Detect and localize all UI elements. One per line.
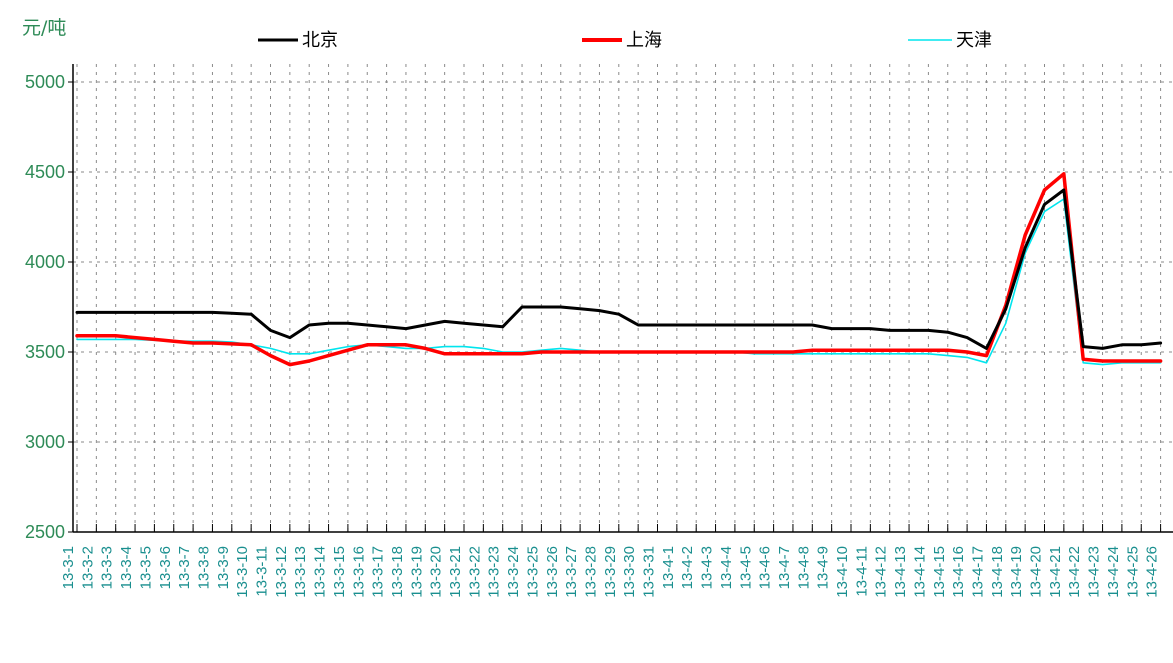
x-tick-label: 13-3-9 (215, 546, 232, 589)
legend-label: 天津 (956, 30, 992, 51)
x-tick-label: 13-4-22 (1066, 546, 1083, 598)
x-tick-label: 13-4-23 (1086, 546, 1103, 598)
x-tick-label: 13-4-3 (699, 546, 716, 589)
x-tick-label: 13-4-6 (757, 546, 774, 589)
x-tick-label: 13-4-4 (718, 546, 735, 589)
x-tick-label: 13-4-25 (1124, 546, 1141, 598)
series-line-1 (75, 188, 1163, 350)
x-tick-label: 13-4-9 (815, 546, 832, 589)
x-tick-label: 13-4-5 (737, 546, 754, 589)
grid (73, 64, 1173, 532)
x-tick-label: 13-3-22 (466, 546, 483, 598)
x-tick-label: 13-3-7 (176, 546, 193, 589)
x-tick-label: 13-3-8 (195, 546, 212, 589)
y-tick-label: 5000 (25, 72, 65, 92)
x-tick-label: 13-4-21 (1047, 546, 1064, 598)
x-tick-label: 13-4-15 (931, 546, 948, 598)
x-tick-label: 13-3-27 (563, 546, 580, 598)
x-tick-label: 13-3-15 (331, 546, 348, 598)
legend-label: 北京 (302, 30, 338, 51)
x-tick-label: 13-3-4 (118, 546, 135, 589)
x-tick-label: 13-3-25 (524, 546, 541, 598)
x-tick-label: 13-4-7 (776, 546, 793, 589)
x-tick-label: 13-3-18 (389, 546, 406, 598)
x-tick-label: 13-3-19 (408, 546, 425, 598)
x-tick-label: 13-4-2 (679, 546, 696, 589)
x-tick-label: 13-4-19 (1008, 546, 1025, 598)
x-tick-label: 13-4-1 (660, 546, 677, 589)
x-tick-label: 13-3-12 (273, 546, 290, 598)
x-tick-label: 13-3-20 (428, 546, 445, 598)
x-tick-label: 13-3-28 (582, 546, 599, 598)
y-tick-label: 4000 (25, 252, 65, 272)
x-tick-label: 13-3-21 (447, 546, 464, 598)
axes (72, 64, 1173, 533)
x-tick-label: 13-3-26 (544, 546, 561, 598)
x-tick-label: 13-4-20 (1028, 546, 1045, 598)
x-tick-label: 13-3-14 (312, 546, 329, 598)
legend: 北京 上海 天津 (258, 30, 992, 51)
x-tick-label: 13-4-16 (950, 546, 967, 598)
x-tick-label: 13-4-24 (1105, 546, 1122, 598)
x-tick-label: 13-3-1 (60, 546, 77, 589)
x-tick-label: 13-3-5 (137, 546, 154, 589)
x-tick-label: 13-4-10 (834, 546, 851, 598)
series-lines (75, 172, 1163, 367)
x-tick-label: 13-4-11 (853, 546, 870, 597)
y-unit-label: 元/吨 (22, 17, 66, 39)
x-tick-label: 13-3-29 (602, 546, 619, 598)
x-tick-label: 13-3-16 (350, 546, 367, 598)
series-line-2 (75, 172, 1163, 367)
x-tick-label: 13-3-24 (505, 546, 522, 598)
x-tick-label: 13-3-13 (292, 546, 309, 598)
y-tick-label: 3000 (25, 432, 65, 452)
y-tick-label: 4500 (25, 162, 65, 182)
x-tick-label: 13-3-11 (254, 546, 271, 597)
x-tick-label: 13-3-30 (621, 546, 638, 598)
x-tick-label: 13-3-17 (370, 546, 387, 598)
x-tick-label: 13-3-23 (486, 546, 503, 598)
x-tick-label: 13-4-8 (795, 546, 812, 589)
x-tick-label: 13-3-2 (79, 546, 96, 589)
x-tick-label: 13-4-18 (989, 546, 1006, 598)
x-tick-label: 13-3-3 (99, 546, 116, 589)
y-tick-label: 3500 (25, 342, 65, 362)
y-axis-ticks: 5000 4500 4000 3500 3000 2500 (25, 72, 73, 542)
x-tick-label: 13-4-26 (1144, 546, 1161, 598)
x-tick-label: 13-4-12 (873, 546, 890, 598)
x-tick-label: 13-4-13 (892, 546, 909, 598)
y-tick-label: 2500 (25, 522, 65, 542)
x-tick-label: 13-3-10 (234, 546, 251, 598)
x-tick-label: 13-4-17 (969, 546, 986, 598)
x-tick-label: 13-3-31 (641, 546, 658, 598)
x-tick-label: 13-4-14 (911, 546, 928, 598)
x-axis-ticks: 13-3-1 13-3-2 13-3-3 13-3-4 13-3-5 13-3-6 13-3… (60, 524, 1162, 598)
legend-label: 上海 (626, 30, 662, 51)
x-tick-label: 13-3-6 (157, 546, 174, 589)
